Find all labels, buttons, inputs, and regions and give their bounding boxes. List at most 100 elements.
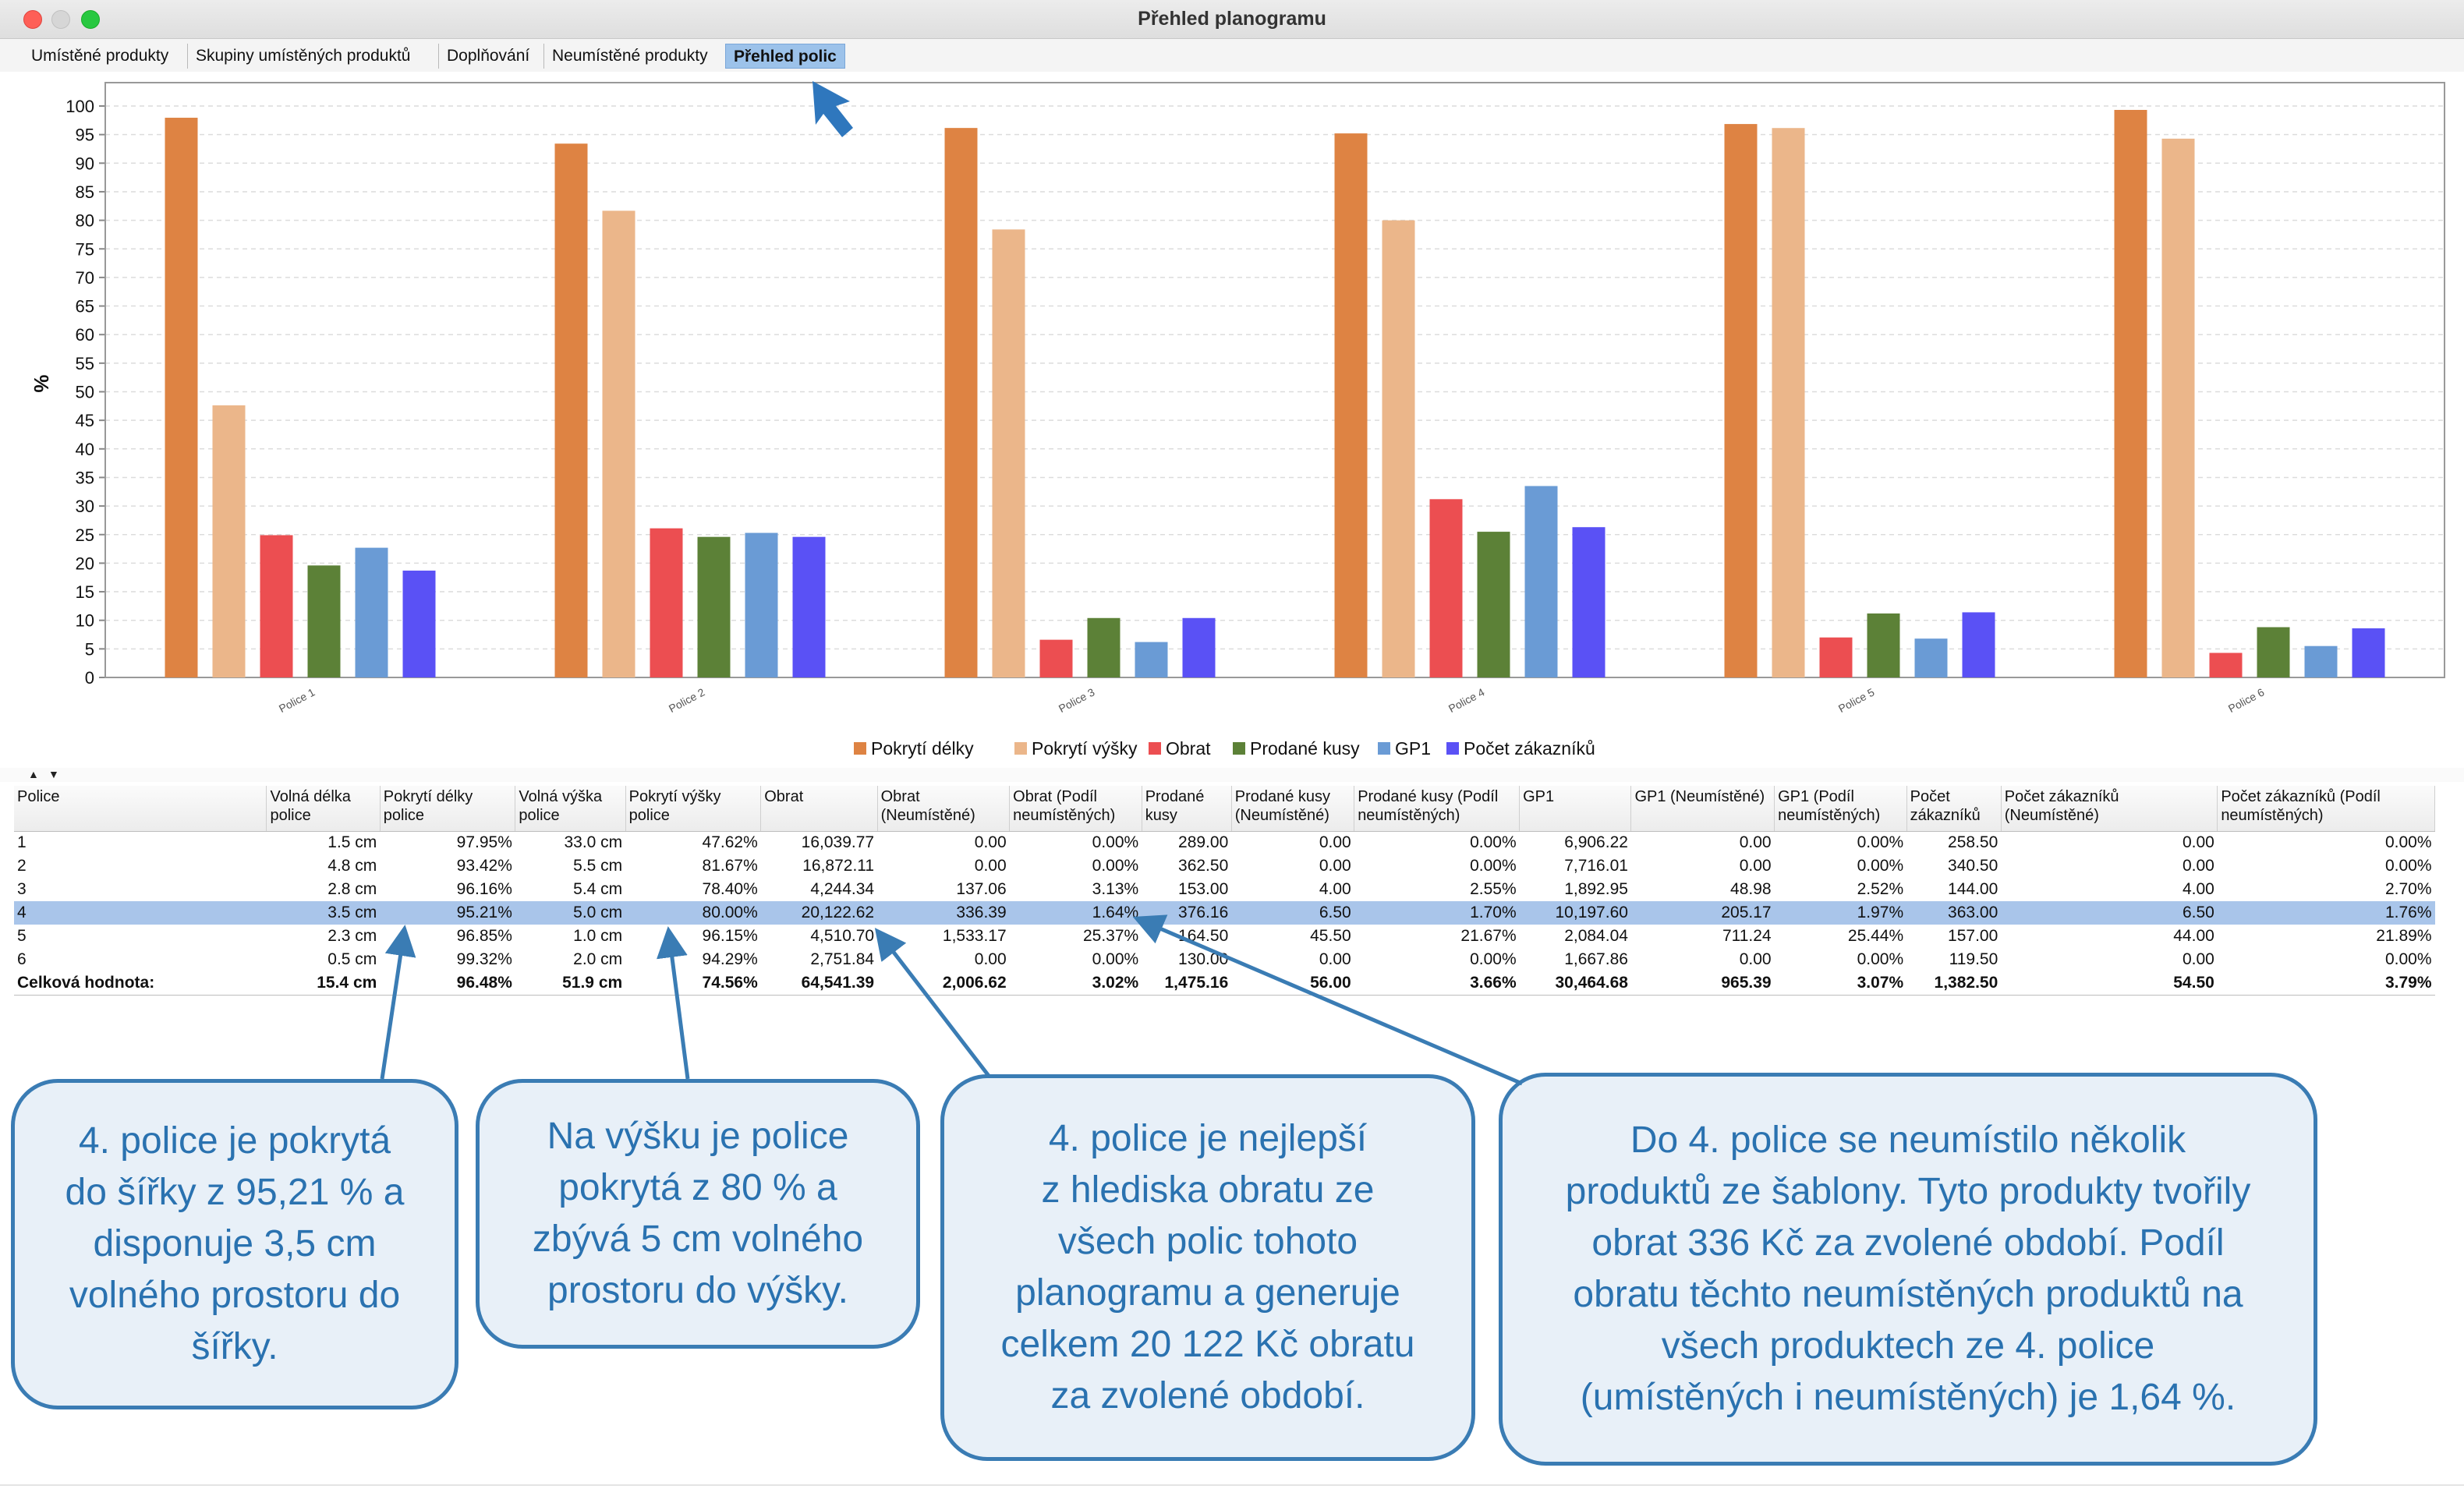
- total-cell: 64,541.39: [760, 971, 878, 996]
- tab-replenishment[interactable]: Doplňování: [438, 44, 537, 69]
- table-cell: 2: [17, 857, 27, 875]
- table-row[interactable]: 6 0.5 cm 99.32% 2.0 cm 94.29% 2,751.84 0.00 0.0…: [14, 948, 2435, 971]
- legend-entry: Obrat: [1166, 738, 1211, 759]
- column-header[interactable]: Prodané kusy (Neumístěné): [1231, 786, 1355, 832]
- column-header[interactable]: Počet zákazníků: [1906, 786, 2002, 832]
- table-cell: 0.00%: [1092, 833, 1139, 852]
- table-cell: 340.50: [1948, 857, 1998, 875]
- maximize-window-button[interactable]: [81, 10, 100, 29]
- column-header[interactable]: Obrat: [760, 786, 878, 832]
- minimize-window-button[interactable]: [51, 10, 70, 29]
- column-header[interactable]: Pokrytí výšky police: [625, 786, 762, 832]
- table-cell: 95.21%: [380, 901, 515, 925]
- column-header[interactable]: Prodané kusy (Podíl neumístěných): [1354, 786, 1521, 832]
- legend-swatch: [1378, 742, 1390, 755]
- tab-shelf-overview[interactable]: Přehled polic: [725, 44, 845, 69]
- table-cell: 0.00: [974, 950, 1007, 968]
- table-cell: 10,197.60: [1519, 901, 1631, 925]
- table-cell: 5.5 cm: [573, 857, 623, 875]
- tab-placed-products[interactable]: Umístěné produkty: [31, 47, 169, 65]
- bar-3-series-4: [1087, 617, 1120, 677]
- bar-1-series-1: [165, 118, 198, 678]
- table-cell: 1.64%: [1009, 901, 1142, 925]
- total-cell: 2,006.62: [877, 971, 1010, 996]
- y-tick-label: 80: [76, 211, 94, 231]
- table-cell: 0.00: [1319, 950, 1351, 968]
- table-row[interactable]: 1 1.5 cm 97.95% 33.0 cm 47.62% 16,039.77 0.00 0…: [14, 831, 2435, 854]
- column-header[interactable]: Počet zákazníků (Podíl neumístěných): [2217, 786, 2435, 832]
- column-header[interactable]: Police: [14, 786, 267, 832]
- column-header[interactable]: Volná délka police: [266, 786, 381, 832]
- collapse-up-icon[interactable]: ▲: [28, 768, 39, 780]
- column-header[interactable]: GP1 (Neumístěné): [1630, 786, 1775, 832]
- table-cell: 6.50: [1231, 901, 1354, 925]
- bar-3-series-1: [944, 128, 978, 677]
- column-header[interactable]: Prodané kusy: [1142, 786, 1232, 832]
- table-cell: 376.16: [1142, 901, 1232, 925]
- table-cell: 0.00%: [1470, 833, 1517, 852]
- y-tick-label: 60: [76, 325, 94, 345]
- table-cell: 0.00: [1739, 833, 1772, 852]
- bar-1-series-5: [355, 547, 388, 677]
- tab-unplaced-products[interactable]: Neumístěné produkty: [543, 44, 716, 69]
- column-header[interactable]: Počet zákazníků (Neumístěné): [2001, 786, 2218, 832]
- table-cell: 5: [17, 927, 27, 945]
- bar-5-series-5: [1914, 638, 1948, 677]
- bar-2-series-2: [602, 210, 635, 677]
- table-body: 1 1.5 cm 97.95% 33.0 cm 47.62% 16,039.77 0.00 0…: [14, 831, 2435, 996]
- bar-3-series-3: [1039, 639, 1073, 677]
- table-cell: 137.06: [956, 880, 1007, 898]
- table-cell: 1,892.95: [1564, 880, 1628, 898]
- callout-height-coverage: Na výšku je police pokrytá z 80 % a zbýv…: [476, 1079, 920, 1349]
- table-cell: 0.00%: [1470, 950, 1517, 968]
- table-cell: 45.50: [1310, 927, 1351, 945]
- total-cell: 3.02%: [1009, 971, 1142, 996]
- table-cell: 0.00%: [1857, 833, 1904, 852]
- table-cell: 6: [17, 950, 27, 968]
- table-row[interactable]: 2 4.8 cm 93.42% 5.5 cm 81.67% 16,872.11 0.00 0.…: [14, 854, 2435, 878]
- callout-best-turnover: 4. police je nejlepší z hlediska obratu …: [940, 1074, 1475, 1461]
- column-header[interactable]: Obrat (Neumístěné): [877, 786, 1011, 832]
- table-cell: 1.5 cm: [327, 833, 377, 852]
- table-cell: 4,244.34: [810, 880, 875, 898]
- column-header[interactable]: GP1: [1519, 786, 1632, 832]
- bar-5-series-3: [1819, 637, 1853, 677]
- table-cell: 336.39: [877, 901, 1010, 925]
- table-cell: 1.70%: [1354, 901, 1520, 925]
- table-cell: 0.00: [1739, 857, 1772, 875]
- table-cell: 7,716.01: [1564, 857, 1628, 875]
- tab-bar: Umístěné produkty Skupiny umístěných pro…: [0, 39, 2464, 72]
- column-header[interactable]: Pokrytí délky police: [380, 786, 516, 832]
- total-cell: 3.79%: [2217, 971, 2435, 996]
- bar-1-series-6: [402, 570, 436, 677]
- column-header[interactable]: Volná výška police: [515, 786, 626, 832]
- table-cell: 2.70%: [2384, 880, 2432, 898]
- close-window-button[interactable]: [23, 10, 42, 29]
- bar-1-series-4: [307, 565, 341, 677]
- tab-placed-product-groups[interactable]: Skupiny umístěných produktů: [187, 44, 418, 69]
- bar-1-series-3: [260, 535, 293, 677]
- collapse-down-icon[interactable]: ▼: [48, 768, 59, 780]
- column-header[interactable]: Obrat (Podíl neumístěných): [1009, 786, 1142, 832]
- bar-5-series-6: [1962, 612, 1995, 677]
- legend-swatch: [1014, 742, 1027, 755]
- table-row[interactable]: 3 2.8 cm 96.16% 5.4 cm 78.40% 4,244.34 137.06 3…: [14, 878, 2435, 901]
- table-cell: 4.8 cm: [327, 857, 377, 875]
- bar-4-series-1: [1334, 133, 1368, 677]
- table-cell: 33.0 cm: [564, 833, 623, 852]
- bar-3-series-6: [1182, 617, 1216, 677]
- bar-6-series-3: [2209, 653, 2243, 677]
- table-cell: 6,906.22: [1564, 833, 1628, 852]
- total-cell: 54.50: [2001, 971, 2218, 996]
- split-pane-divider[interactable]: ▲ ▼: [0, 768, 2464, 782]
- table-cell: 2.55%: [1470, 880, 1517, 898]
- bar-5-series-2: [1772, 128, 1805, 678]
- table-row[interactable]: 4 3.5 cm 95.21% 5.0 cm 80.00% 20,122.62 336.39…: [14, 901, 2435, 925]
- column-header[interactable]: GP1 (Podíl neumístěných): [1774, 786, 1907, 832]
- table-cell: 0.00: [974, 833, 1007, 852]
- table-cell: 48.98: [1730, 880, 1772, 898]
- table-row[interactable]: 5 2.3 cm 96.85% 1.0 cm 96.15% 4,510.70 1,533.1…: [14, 925, 2435, 948]
- total-cell: 3.66%: [1354, 971, 1520, 996]
- y-tick-label: 0: [85, 668, 94, 688]
- total-cell: 56.00: [1231, 971, 1354, 996]
